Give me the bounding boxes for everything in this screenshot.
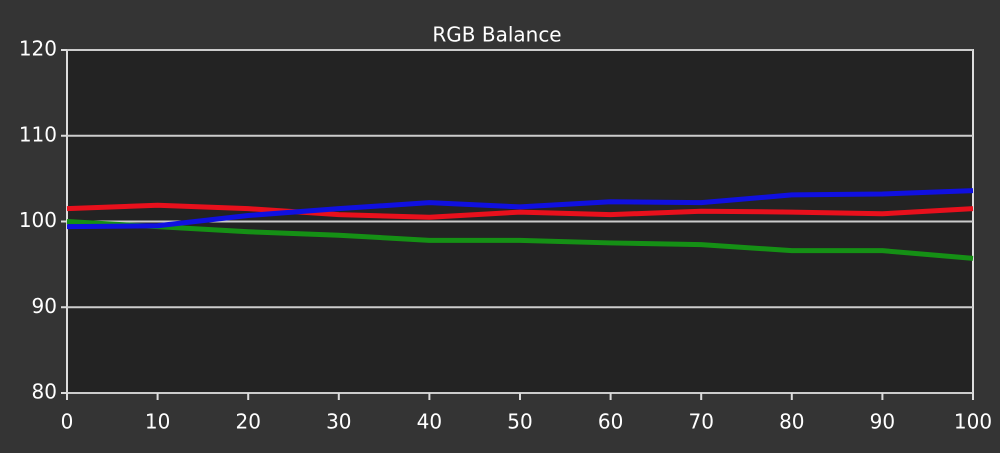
y-tick-label: 80 bbox=[32, 380, 57, 404]
x-tick-label: 0 bbox=[61, 410, 74, 434]
x-tick-label: 10 bbox=[145, 410, 170, 434]
x-tick-label: 20 bbox=[235, 410, 260, 434]
series-line bbox=[66, 219, 974, 261]
x-tick-label: 50 bbox=[507, 410, 532, 434]
y-tick-label: 90 bbox=[32, 294, 57, 318]
series-line bbox=[66, 202, 974, 220]
x-tick-label: 100 bbox=[954, 410, 992, 434]
series-line bbox=[66, 188, 974, 230]
chart-title: RGB Balance bbox=[432, 23, 561, 47]
x-tick-label: 80 bbox=[779, 410, 804, 434]
y-tick-label: 120 bbox=[19, 37, 57, 61]
x-tick-label: 70 bbox=[688, 410, 713, 434]
x-tick-label: 40 bbox=[417, 410, 442, 434]
x-tick-label: 30 bbox=[326, 410, 351, 434]
x-tick-label: 90 bbox=[870, 410, 895, 434]
x-tick-label: 60 bbox=[598, 410, 623, 434]
y-tick-label: 100 bbox=[19, 208, 57, 232]
y-tick-label: 110 bbox=[19, 122, 57, 146]
